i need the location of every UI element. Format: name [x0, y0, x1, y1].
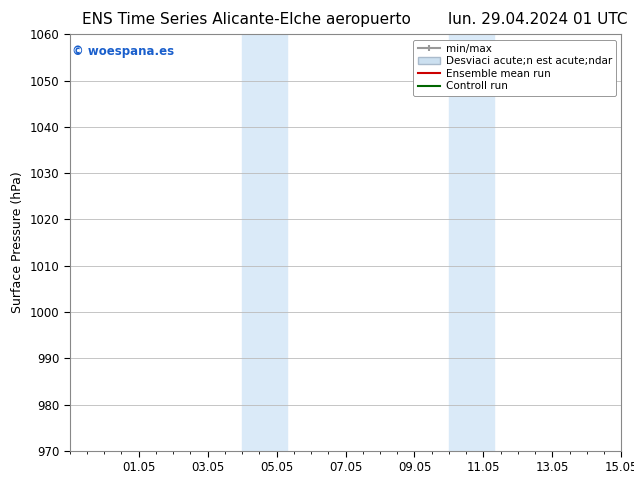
Legend: min/max, Desviaci acute;n est acute;ndar, Ensemble mean run, Controll run: min/max, Desviaci acute;n est acute;ndar…: [413, 40, 616, 96]
Y-axis label: Surface Pressure (hPa): Surface Pressure (hPa): [11, 172, 24, 314]
Text: ENS Time Series Alicante-Elche aeropuerto: ENS Time Series Alicante-Elche aeropuert…: [82, 12, 411, 27]
Bar: [242, 34, 287, 451]
Text: © woespana.es: © woespana.es: [72, 45, 174, 58]
Bar: [449, 34, 494, 451]
Text: lun. 29.04.2024 01 UTC: lun. 29.04.2024 01 UTC: [448, 12, 628, 27]
